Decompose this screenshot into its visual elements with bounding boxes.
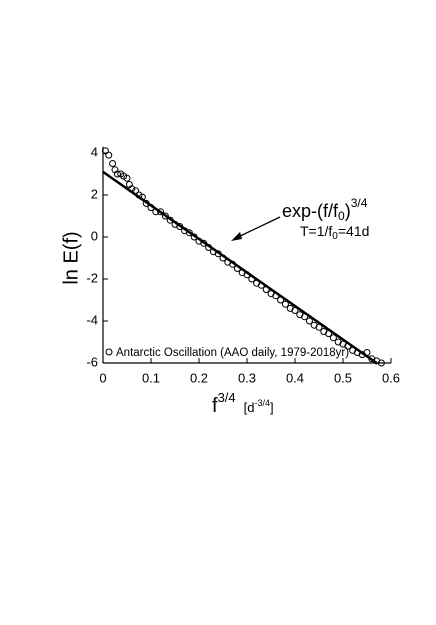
data-point (185, 229, 193, 237)
fit-line (102, 170, 378, 365)
x-tick-label: 0.5 (334, 370, 352, 385)
x-label-unit: [d (244, 400, 255, 415)
data-point (109, 160, 117, 167)
fit-label-sup: 3/4 (351, 196, 368, 210)
arrow-line (235, 216, 281, 239)
data-point (329, 334, 337, 342)
y-tick-label: 0 (91, 228, 98, 243)
fit-label-sub: 0 (338, 209, 345, 223)
y-tick-label: 4 (91, 144, 98, 159)
data-point (315, 323, 323, 331)
data-point (157, 208, 165, 216)
x-tick-label: 0.4 (286, 370, 304, 385)
data-point (377, 359, 385, 367)
x-label-unit-close: ] (270, 400, 274, 415)
arrow-head (231, 232, 242, 241)
legend-marker (105, 348, 113, 356)
x-tick-label: 0.1 (142, 370, 160, 385)
data-point (305, 317, 313, 325)
data-point (281, 300, 289, 308)
y-tick-label: -6 (86, 354, 98, 369)
legend-label: Antarctic Oscillation (AAO daily, 1979-2… (116, 347, 349, 359)
data-point (105, 151, 113, 159)
period-sub: 0 (332, 231, 338, 242)
x-tick-label: 0.6 (382, 370, 400, 385)
period-label: T=1/f0=41d (300, 223, 369, 242)
data-point (113, 170, 121, 178)
fit-label: exp-(f/f0)3/4 (282, 196, 368, 223)
x-axis-label: f3/4 [d-3/4] (212, 390, 274, 417)
y-axis-label: ln E(f) (60, 231, 82, 284)
fit-label-text: exp-(f/f (282, 201, 339, 221)
y-tick-label: 2 (91, 186, 98, 201)
x-tick-label: 0.3 (238, 370, 256, 385)
x-label-base: f (212, 395, 218, 417)
data-point (161, 212, 169, 220)
data-point (123, 174, 131, 182)
period-text: T=1/f (300, 223, 332, 239)
x-label-power: 3/4 (218, 390, 236, 405)
y-tick-label: -2 (86, 270, 98, 285)
x-tick-label: 0.2 (190, 370, 208, 385)
x-tick-label: 0 (99, 370, 106, 385)
period-text: =41d (338, 223, 370, 239)
data-point (101, 147, 109, 155)
fit-label-text: ) (345, 201, 351, 221)
y-tick-label: -4 (86, 312, 98, 327)
x-label-unit-power: -3/4 (254, 398, 270, 408)
